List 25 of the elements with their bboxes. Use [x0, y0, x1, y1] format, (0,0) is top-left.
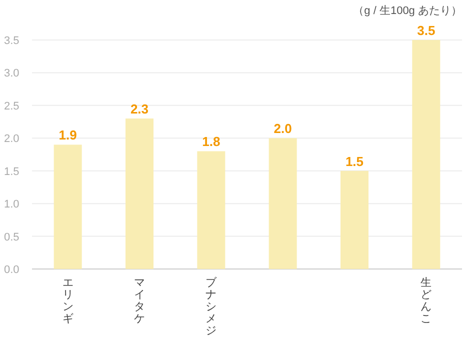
- x-tick-label: マイタケ: [134, 277, 145, 325]
- bar: [340, 170, 368, 269]
- y-tick-label: 2.5: [4, 100, 20, 112]
- data-label: 3.5: [417, 23, 436, 38]
- data-label: 1.9: [58, 128, 77, 143]
- y-tick-label: 3.5: [4, 35, 20, 47]
- data-label: 1.5: [345, 154, 364, 169]
- x-tick-label: エリンギ: [62, 277, 74, 325]
- bar: [197, 151, 226, 269]
- bar: [54, 144, 82, 269]
- y-tick-label: 2.0: [4, 133, 20, 146]
- y-tick-label: 1.5: [4, 166, 20, 178]
- x-tick-label: 生どんこ: [420, 276, 432, 325]
- bar: [412, 40, 440, 269]
- bar: [268, 138, 297, 269]
- y-tick-label: 3.0: [4, 68, 20, 80]
- y-tick-label: 0.0: [4, 264, 20, 276]
- text: （g / 生100g あたり）: [353, 4, 462, 17]
- y-tick-label: 0.5: [4, 231, 20, 244]
- bar: [126, 118, 154, 269]
- y-tick-label: 1.0: [4, 198, 20, 211]
- data-label: 2.0: [274, 121, 292, 136]
- data-label: 2.3: [130, 102, 149, 117]
- x-tick-label: ブナシメジ: [206, 276, 218, 337]
- data-label: 1.8: [202, 134, 220, 150]
